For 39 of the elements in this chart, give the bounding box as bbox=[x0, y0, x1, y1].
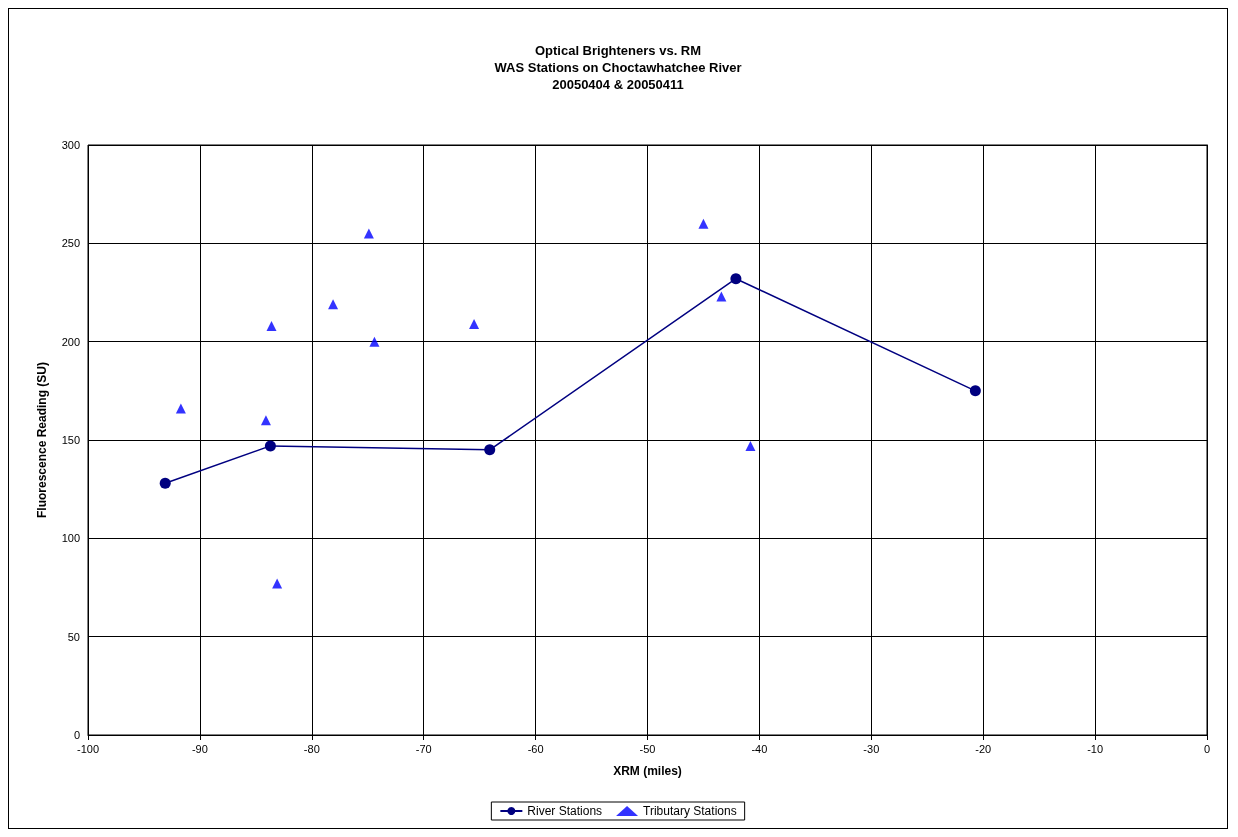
x-tick-label: -50 bbox=[639, 742, 656, 755]
x-tick-label: -40 bbox=[751, 742, 768, 755]
y-axis-title: Fluorescence Reading (SU) bbox=[35, 361, 49, 519]
y-tick-label: 300 bbox=[61, 139, 80, 151]
point bbox=[745, 440, 756, 451]
point bbox=[369, 336, 380, 347]
x-tick-label: 0 bbox=[1203, 742, 1211, 755]
point bbox=[363, 228, 374, 239]
y-tick-label: 150 bbox=[61, 434, 80, 446]
x-tick-label: -100 bbox=[76, 742, 100, 755]
chart-title: Optical Brighteners vs. RM WAS Stations on Choctawhatchee River 20050404 & 20050411 bbox=[494, 43, 742, 92]
point bbox=[698, 218, 709, 229]
point bbox=[175, 403, 186, 414]
x-tick-label: -60 bbox=[527, 742, 544, 755]
y-tick-label: 50 bbox=[67, 630, 80, 643]
x-tick-label: -20 bbox=[975, 742, 992, 755]
x-tick-label: -90 bbox=[191, 742, 208, 755]
point bbox=[159, 477, 171, 489]
y-tick-label: 250 bbox=[61, 237, 80, 250]
point bbox=[730, 273, 742, 285]
point bbox=[266, 320, 277, 331]
point bbox=[272, 578, 283, 589]
point bbox=[469, 318, 480, 329]
y-tick-label: 100 bbox=[61, 532, 80, 545]
point bbox=[716, 291, 727, 302]
x-axis-title: XRM (miles) bbox=[613, 764, 682, 778]
x-tick-label: -70 bbox=[415, 742, 432, 755]
point bbox=[969, 385, 981, 397]
point bbox=[264, 440, 276, 452]
x-tick-label: -80 bbox=[303, 742, 320, 755]
x-tick-label: -30 bbox=[863, 742, 880, 755]
point bbox=[328, 299, 339, 310]
legend-label: River Stations bbox=[527, 804, 603, 818]
y-tick-label: 200 bbox=[61, 335, 80, 348]
y-tick-label: 0 bbox=[73, 729, 80, 741]
point bbox=[260, 415, 271, 426]
legend-label: Tributary Stations bbox=[643, 804, 737, 818]
x-tick-label: -10 bbox=[1087, 742, 1104, 755]
point bbox=[484, 444, 496, 456]
